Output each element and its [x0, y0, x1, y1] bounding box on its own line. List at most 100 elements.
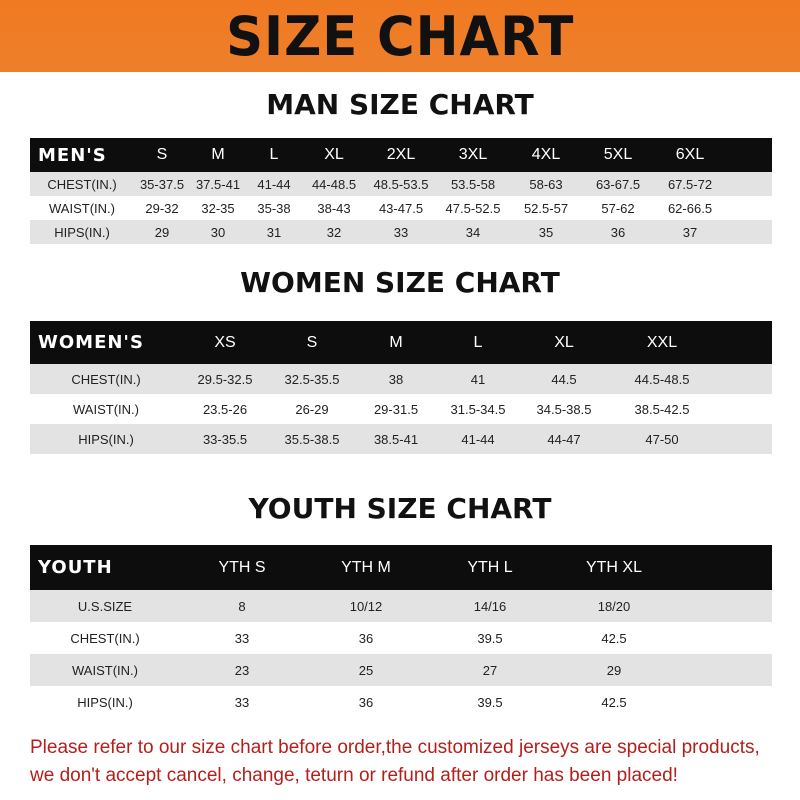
- table-row: WAIST(IN.) 29-32 32-35 35-38 38-43 43-47.5 47.…: [30, 196, 772, 220]
- table-cell: 67.5-72: [654, 172, 726, 196]
- size-column-header: M: [190, 138, 246, 172]
- youth-size-table: YOUTH YTH S YTH M YTH L YTH XL U.S.SIZE 8 10/12…: [30, 545, 772, 718]
- title-banner: SIZE CHART: [0, 0, 800, 72]
- header-filler: [716, 321, 772, 364]
- men-header-row: MEN'S S M L XL 2XL 3XL 4XL 5XL 6XL: [30, 138, 772, 172]
- table-cell: 8: [180, 590, 304, 622]
- table-cell: 36: [358, 694, 374, 710]
- table-row: WAIST(IN.) 23 25 27 29: [30, 654, 772, 686]
- table-cell: 39.5: [477, 630, 503, 646]
- table-cell: 33: [366, 220, 436, 244]
- youth-header-row: YOUTH YTH S YTH M YTH L YTH XL: [30, 545, 772, 590]
- table-cell: 38.5-41: [356, 424, 436, 454]
- table-cell: 37.5-41: [190, 172, 246, 196]
- size-column-header: M: [356, 321, 436, 364]
- table-cell: 35-38: [257, 200, 291, 216]
- table-row: CHEST(IN.) 29.5-32.5 32.5-35.5 38 41 44.5 44.5…: [30, 364, 772, 394]
- table-cell: 33: [234, 630, 250, 646]
- table-cell: 32-35: [201, 200, 235, 216]
- size-column-header: XS: [182, 321, 268, 364]
- women-section-title: WOMEN SIZE CHART: [240, 266, 560, 299]
- table-cell: 38-43: [317, 200, 351, 216]
- table-row: HIPS(IN.) 33 36 39.5 42.5: [30, 686, 772, 718]
- row-filler: [676, 622, 772, 654]
- table-cell: 35-37.5: [134, 172, 190, 196]
- table-cell: 44-48.5: [302, 172, 366, 196]
- table-cell: 38: [356, 364, 436, 394]
- table-cell: 34.5-38.5: [536, 401, 592, 417]
- table-cell: 47.5-52.5: [445, 200, 501, 216]
- table-cell: 18/20: [552, 590, 676, 622]
- table-cell: 14/16: [428, 590, 552, 622]
- row-label: WAIST(IN.): [73, 401, 139, 417]
- size-column-header: L: [246, 138, 302, 172]
- table-cell: 29-31.5: [373, 401, 419, 417]
- table-cell: 31: [246, 220, 302, 244]
- women-header-row: WOMEN'S XS S M L XL XXL: [30, 321, 772, 364]
- size-column-header: L: [436, 321, 520, 364]
- size-column-header: YTH S: [180, 545, 304, 590]
- table-cell: 10/12: [304, 590, 428, 622]
- row-label: WAIST(IN.): [49, 200, 115, 216]
- table-cell: 35.5-38.5: [268, 424, 356, 454]
- size-column-header: XL: [520, 321, 608, 364]
- table-cell: 29.5-32.5: [182, 364, 268, 394]
- table-cell: 57-62: [601, 200, 635, 216]
- table-cell: 27: [428, 654, 552, 686]
- size-column-header: XL: [302, 138, 366, 172]
- size-column-header: XXL: [608, 321, 716, 364]
- table-row: HIPS(IN.) 29 30 31 32 33 34 35 36 37: [30, 220, 772, 244]
- table-cell: 23.5-26: [202, 401, 248, 417]
- table-cell: 47-50: [608, 424, 716, 454]
- table-cell: 35: [510, 220, 582, 244]
- table-cell: 43-47.5: [378, 200, 424, 216]
- table-cell: 34: [436, 220, 510, 244]
- size-column-header: S: [268, 321, 356, 364]
- row-label: CHEST(IN.): [30, 364, 182, 394]
- table-cell: 39.5: [477, 694, 503, 710]
- table-cell: 25: [304, 654, 428, 686]
- row-filler: [726, 172, 772, 196]
- table-cell: 26-29: [295, 401, 329, 417]
- row-filler: [726, 220, 772, 244]
- table-cell: 52.5-57: [523, 200, 569, 216]
- row-label: HIPS(IN.): [30, 220, 134, 244]
- men-table-label: MEN'S: [30, 138, 134, 172]
- table-row: U.S.SIZE 8 10/12 14/16 18/20: [30, 590, 772, 622]
- table-cell: 48.5-53.5: [366, 172, 436, 196]
- order-note-line-2: we don't accept cancel, change, teturn o…: [30, 765, 678, 786]
- women-size-table: WOMEN'S XS S M L XL XXL CHEST(IN.) 29.5-32.5 32.5…: [30, 321, 772, 454]
- size-column-header: 2XL: [366, 138, 436, 172]
- table-cell: 53.5-58: [436, 172, 510, 196]
- table-cell: 33: [234, 694, 250, 710]
- row-filler: [716, 394, 772, 424]
- table-cell: 30: [190, 220, 246, 244]
- row-label: WAIST(IN.): [30, 654, 180, 686]
- row-filler: [676, 654, 772, 686]
- table-cell: 36: [358, 630, 374, 646]
- table-cell: 42.5: [601, 694, 627, 710]
- table-cell: 36: [582, 220, 654, 244]
- table-cell: 41: [436, 364, 520, 394]
- table-cell: 32: [302, 220, 366, 244]
- table-cell: 44.5: [520, 364, 608, 394]
- size-column-header: 5XL: [582, 138, 654, 172]
- youth-table-label: YOUTH: [30, 545, 180, 590]
- table-row: HIPS(IN.) 33-35.5 35.5-38.5 38.5-41 41-44 44-…: [30, 424, 772, 454]
- table-cell: 31.5-34.5: [450, 401, 506, 417]
- row-label: CHEST(IN.): [70, 630, 140, 646]
- row-filler: [716, 424, 772, 454]
- row-filler: [716, 364, 772, 394]
- size-column-header: 3XL: [436, 138, 510, 172]
- table-cell: 33-35.5: [182, 424, 268, 454]
- row-filler: [676, 686, 772, 718]
- men-section-title: MAN SIZE CHART: [266, 88, 534, 121]
- table-cell: 63-67.5: [582, 172, 654, 196]
- table-cell: 29: [552, 654, 676, 686]
- table-cell: 29-32: [145, 200, 179, 216]
- table-cell: 62-66.5: [667, 200, 713, 216]
- size-column-header: YTH L: [428, 545, 552, 590]
- size-column-header: S: [134, 138, 190, 172]
- row-filler: [676, 590, 772, 622]
- table-cell: 37: [654, 220, 726, 244]
